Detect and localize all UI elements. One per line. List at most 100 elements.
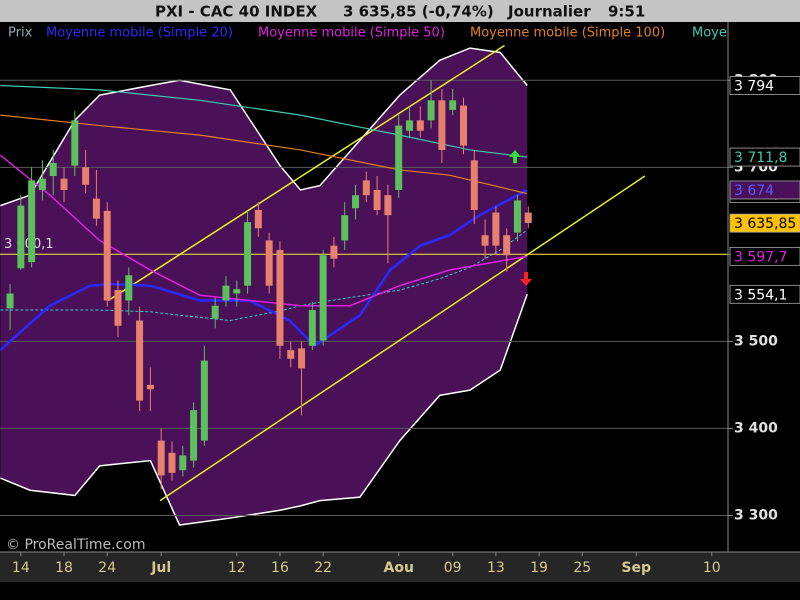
candle-body — [459, 105, 467, 146]
plot-area: 3 600,1 — [0, 44, 728, 526]
candle-body — [103, 210, 111, 301]
price-marker-label: 3 794 — [734, 79, 774, 95]
candle-body — [265, 240, 273, 286]
legend-label: Moye — [692, 26, 727, 41]
candle-body — [17, 205, 25, 269]
candle-body — [298, 348, 306, 369]
x-tick-label: Sep — [621, 560, 651, 576]
candle-body — [222, 285, 230, 301]
moving-average — [0, 114, 528, 195]
price-marker-label: 3 554,1 — [734, 287, 787, 303]
x-tick-label: 22 — [314, 560, 332, 576]
candle-body — [492, 212, 500, 246]
candle-body — [233, 289, 241, 294]
candle-body — [362, 180, 370, 196]
chart-title: PXI - CAC 40 INDEX — [155, 3, 318, 21]
candle-body — [60, 178, 68, 190]
candle-body — [513, 200, 521, 233]
title-bar — [0, 0, 800, 22]
sell-arrow — [520, 272, 532, 286]
candle-body — [416, 120, 424, 131]
x-tick-label: 12 — [228, 560, 246, 576]
candle-body — [503, 235, 511, 256]
price-marker — [729, 213, 800, 233]
moving-average — [0, 188, 528, 352]
trendline — [107, 44, 505, 302]
candle-body — [373, 189, 381, 210]
copyright: © ProRealTime.com — [6, 537, 145, 553]
x-tick-label: 25 — [573, 560, 591, 576]
price-marker — [729, 180, 800, 200]
candle-body — [200, 360, 208, 441]
candle-body — [146, 384, 154, 390]
y-tick-label: 3 400 — [734, 420, 778, 436]
candle-body — [254, 209, 262, 229]
x-tick-label: Jul — [150, 560, 171, 576]
legend-label: Moyenne mobile (Simple 20) — [46, 26, 233, 41]
legend-label: Prix — [8, 26, 33, 41]
moving-average — [0, 154, 528, 307]
quote: 3 635,85 (-0,74%) — [343, 3, 494, 21]
y-tick-label: 3 300 — [734, 507, 778, 523]
candle-body — [341, 215, 349, 241]
price-marker — [729, 76, 800, 95]
x-tick-label: 13 — [487, 560, 505, 576]
candle-body — [244, 222, 252, 286]
legend-label: Moyenne mobile (Simple 100) — [470, 26, 665, 41]
band-middle — [0, 229, 528, 322]
candle-body — [427, 100, 435, 121]
price-marker-label: 3 674 — [734, 183, 774, 199]
candle-body — [330, 245, 338, 259]
candle-body — [524, 212, 532, 224]
price-marker — [729, 284, 800, 304]
band-lower — [0, 294, 528, 526]
moving-average — [0, 84, 528, 158]
candle-body — [179, 455, 187, 471]
candle-body — [38, 178, 46, 190]
candle-body — [125, 275, 133, 301]
candle-body — [449, 100, 457, 110]
x-tick-label: 14 — [12, 560, 30, 576]
candle-body — [211, 305, 219, 319]
y-tick-label: 3 500 — [734, 333, 778, 349]
candle-body — [395, 125, 403, 190]
x-tick-label: 10 — [703, 560, 721, 576]
candle-body — [49, 162, 57, 177]
trendline — [159, 175, 646, 502]
period: Journalier — [507, 3, 591, 21]
candle-body — [384, 195, 392, 216]
x-tick-label: 18 — [55, 560, 73, 576]
legend-label: Moyenne mobile (Simple 50) — [258, 26, 445, 41]
candle-body — [114, 290, 122, 326]
candle-body — [438, 100, 446, 150]
x-tick-label: Aou — [383, 560, 413, 576]
candle-body — [190, 410, 198, 461]
candle-body — [352, 195, 360, 209]
price-marker-label: 3 635,85 — [734, 216, 796, 232]
price-marker-label: 3 597,7 — [734, 249, 787, 265]
price-marker-label: 3 711,8 — [734, 150, 787, 166]
candle-body — [92, 198, 100, 219]
candle-body — [406, 120, 414, 131]
x-tick-label: 16 — [271, 560, 289, 576]
x-tick-label: 19 — [530, 560, 548, 576]
price-marker — [729, 246, 800, 266]
x-axis-band — [0, 552, 800, 582]
x-tick-label: 24 — [98, 560, 116, 576]
price-marker — [729, 147, 800, 167]
candle-body — [319, 255, 327, 341]
candle-body — [136, 320, 144, 401]
buy-arrow — [509, 150, 521, 163]
candle-body — [276, 250, 284, 346]
band-upper — [0, 47, 528, 207]
candle-body — [470, 160, 478, 210]
candle-body — [82, 167, 90, 185]
candle-body — [308, 310, 316, 346]
candle-body — [481, 235, 489, 246]
legend: Prix Moyenne mobile (Simple 20) Moyenne mo… — [8, 26, 727, 41]
candle-body — [6, 293, 14, 309]
time: 9:51 — [608, 3, 645, 21]
